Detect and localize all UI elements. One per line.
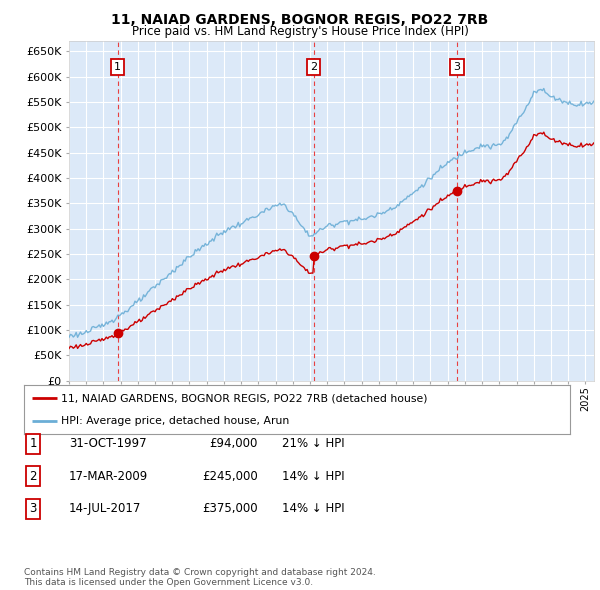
Text: HPI: Average price, detached house, Arun: HPI: Average price, detached house, Arun <box>61 415 289 425</box>
Text: Contains HM Land Registry data © Crown copyright and database right 2024.
This d: Contains HM Land Registry data © Crown c… <box>24 568 376 587</box>
Text: 11, NAIAD GARDENS, BOGNOR REGIS, PO22 7RB (detached house): 11, NAIAD GARDENS, BOGNOR REGIS, PO22 7R… <box>61 394 428 404</box>
Text: 21% ↓ HPI: 21% ↓ HPI <box>282 437 344 450</box>
Text: £94,000: £94,000 <box>209 437 258 450</box>
Text: 1: 1 <box>29 437 37 450</box>
Text: £245,000: £245,000 <box>202 470 258 483</box>
Text: 2: 2 <box>310 61 317 71</box>
Text: 17-MAR-2009: 17-MAR-2009 <box>69 470 148 483</box>
Text: 14% ↓ HPI: 14% ↓ HPI <box>282 502 344 515</box>
Text: 31-OCT-1997: 31-OCT-1997 <box>69 437 146 450</box>
Text: 3: 3 <box>454 61 460 71</box>
Text: 3: 3 <box>29 502 37 515</box>
Text: 14% ↓ HPI: 14% ↓ HPI <box>282 470 344 483</box>
Text: 2: 2 <box>29 470 37 483</box>
Text: 11, NAIAD GARDENS, BOGNOR REGIS, PO22 7RB: 11, NAIAD GARDENS, BOGNOR REGIS, PO22 7R… <box>112 13 488 27</box>
Text: 1: 1 <box>114 61 121 71</box>
Text: £375,000: £375,000 <box>202 502 258 515</box>
Text: 14-JUL-2017: 14-JUL-2017 <box>69 502 142 515</box>
Text: Price paid vs. HM Land Registry's House Price Index (HPI): Price paid vs. HM Land Registry's House … <box>131 25 469 38</box>
